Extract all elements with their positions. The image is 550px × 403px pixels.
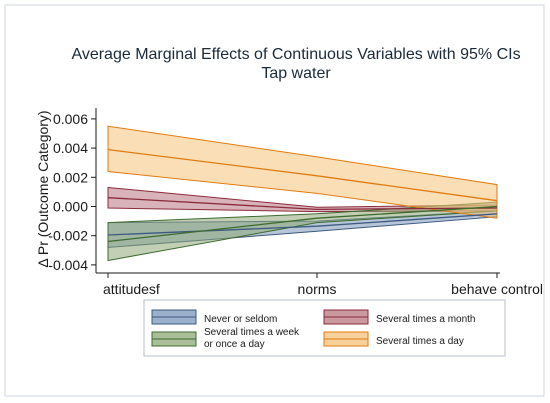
- series-lines: [107, 148, 498, 243]
- series-line-1: [107, 197, 498, 211]
- legend: Never or seldom Several times a month Seve…: [143, 299, 506, 357]
- x-ticks: attitudesf norms behave control: [103, 273, 543, 297]
- series-line-0: [107, 213, 498, 236]
- series-line-3: [107, 148, 498, 202]
- x-tick-label: behave control: [451, 281, 543, 297]
- y-tick-label: -0.004: [48, 257, 88, 273]
- chart-title: Average Marginal Effects of Continuous V…: [71, 46, 520, 63]
- ci-band-3: [107, 125, 498, 219]
- legend-box: [143, 299, 506, 357]
- x-tick-label: norms: [298, 281, 337, 297]
- y-tick-label: 0.006: [53, 111, 88, 127]
- y-axis-label: Δ Pr (Outcome Category): [35, 110, 51, 267]
- series-line-2: [107, 205, 498, 243]
- legend-label-0: Never or seldom: [204, 314, 277, 325]
- y-tick-label: 0.002: [53, 169, 88, 185]
- x-tick-label: attitudesf: [103, 281, 160, 297]
- legend-label-1: Several times a month: [376, 314, 476, 325]
- y-tick-label: 0.004: [53, 140, 88, 156]
- y-tick-label: -0.002: [48, 228, 88, 244]
- chart-subtitle: Tap water: [261, 65, 331, 82]
- y-ticks: 0.006 0.004 0.002 0.000 -0.002 -0.004: [48, 111, 96, 273]
- y-tick-label: 0.000: [53, 199, 88, 215]
- legend-label-2: Several times a week or once a day: [204, 327, 300, 350]
- legend-label-3: Several times a day: [376, 336, 464, 347]
